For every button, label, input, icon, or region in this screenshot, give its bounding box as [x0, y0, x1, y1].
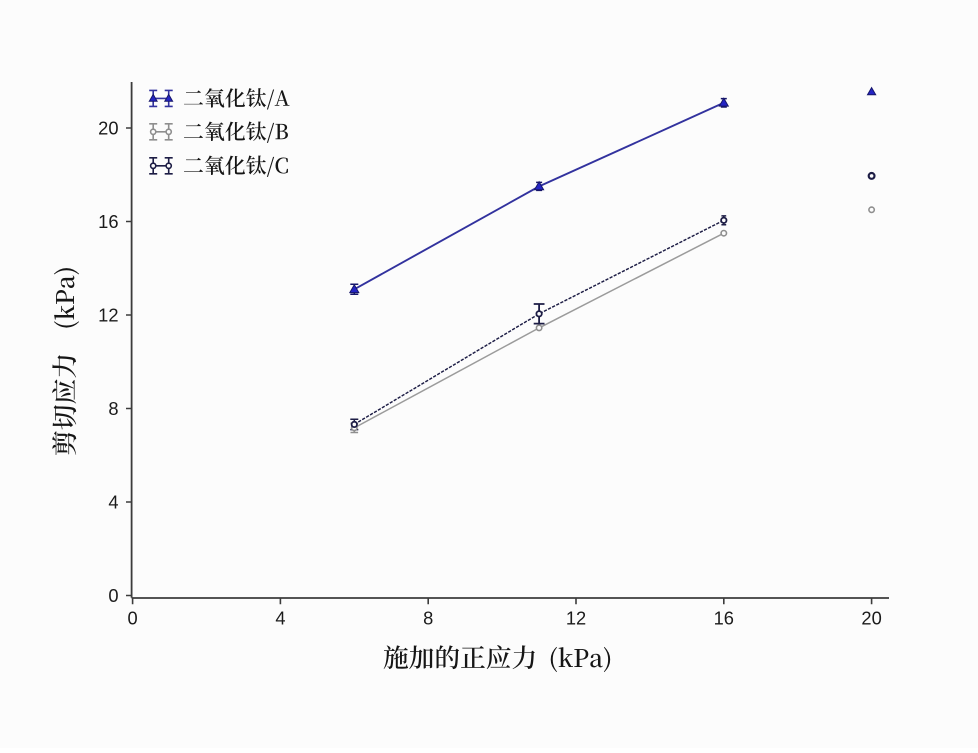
svg-text:20: 20 — [861, 608, 881, 629]
svg-text:16: 16 — [98, 211, 118, 232]
svg-text:12: 12 — [566, 608, 586, 629]
svg-text:20: 20 — [98, 118, 118, 139]
svg-text:0: 0 — [108, 585, 118, 606]
svg-text:16: 16 — [714, 608, 734, 629]
svg-text:8: 8 — [108, 398, 118, 419]
svg-text:12: 12 — [98, 305, 118, 326]
svg-text:4: 4 — [275, 608, 285, 629]
svg-text:0: 0 — [128, 608, 138, 629]
svg-text:4: 4 — [108, 492, 118, 513]
svg-text:8: 8 — [423, 608, 433, 629]
